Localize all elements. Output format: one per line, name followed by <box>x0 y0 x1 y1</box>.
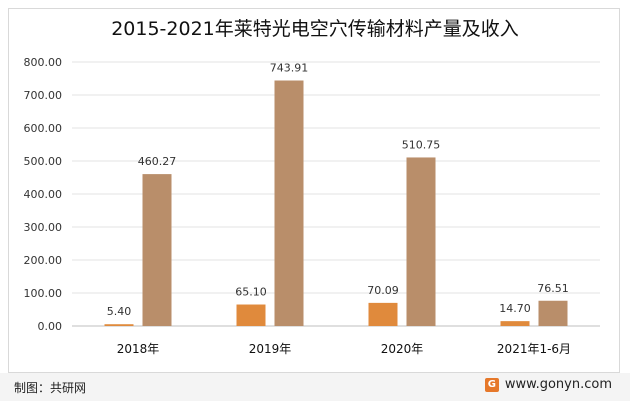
footer: 制图：共研网 G www.gonyn.com <box>0 373 630 401</box>
y-tick-label: 700.00 <box>24 89 63 102</box>
y-tick-label: 400.00 <box>24 188 63 201</box>
x-tick-label: 2020年 <box>381 342 424 356</box>
y-tick-label: 200.00 <box>24 254 63 267</box>
bar-series1 <box>368 302 398 326</box>
data-label: 70.09 <box>367 284 399 297</box>
data-label: 14.70 <box>499 302 531 315</box>
chart-title: 2015-2021年莱特光电空穴传输材料产量及收入 <box>111 18 519 40</box>
data-label: 65.10 <box>235 286 267 299</box>
y-tick-label: 600.00 <box>24 122 63 135</box>
footer-brand-url: www.gonyn.com <box>504 377 612 392</box>
bar-series2 <box>142 174 172 326</box>
bar-series2 <box>274 80 304 326</box>
bar-series1 <box>500 321 530 326</box>
y-tick-label: 100.00 <box>24 287 63 300</box>
data-label: 743.91 <box>270 62 309 75</box>
x-tick-label: 2019年 <box>249 342 292 356</box>
footer-credit: 制图：共研网 <box>14 381 87 395</box>
x-tick-label: 2018年 <box>117 342 160 356</box>
bar-series2 <box>406 157 436 326</box>
data-label: 5.40 <box>107 305 132 318</box>
data-label: 76.51 <box>537 282 569 295</box>
y-tick-label: 0.00 <box>38 320 63 333</box>
y-tick-label: 300.00 <box>24 221 63 234</box>
footer-brand: G www.gonyn.com <box>484 377 612 392</box>
bar-series2 <box>538 300 568 326</box>
y-tick-label: 500.00 <box>24 155 63 168</box>
gonyn-logo-icon: G <box>484 377 499 392</box>
bar-series1 <box>236 304 266 326</box>
y-tick-label: 800.00 <box>24 56 63 69</box>
chart-frame <box>8 8 620 373</box>
bar-series1 <box>104 324 134 326</box>
data-label: 510.75 <box>402 138 441 151</box>
data-label: 460.27 <box>138 155 177 168</box>
x-tick-label: 2021年1-6月 <box>497 342 571 356</box>
